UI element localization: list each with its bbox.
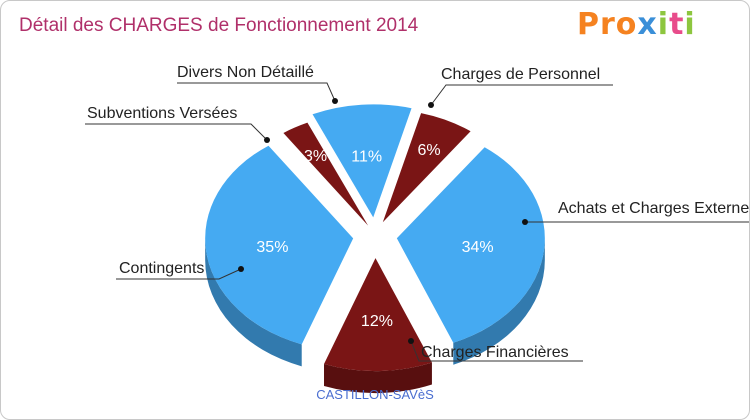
logo-letter: t (669, 7, 685, 42)
pie-slice[interactable] (312, 104, 412, 218)
pie-slice-wall (453, 238, 545, 365)
slice-category-label: Achats et Charges Externes (558, 200, 749, 217)
leader-line (177, 82, 336, 102)
leader-arrow-icon (428, 102, 434, 108)
pie-slice[interactable] (324, 258, 432, 372)
logo-letter: r (600, 7, 616, 42)
slice-category-label: Charges de Personnel (441, 66, 600, 83)
pie-slice-wall (324, 362, 432, 394)
leader-arrow-icon (408, 338, 414, 344)
slice-percent-label: 6% (417, 142, 440, 159)
chart-title: Détail des CHARGES de Fonctionnement 201… (19, 15, 419, 36)
pie-slice-wall (205, 238, 302, 367)
slice-category-label: Contingents (119, 260, 204, 277)
logo-letter: i (684, 7, 696, 42)
slice-percent-label: 35% (256, 239, 288, 256)
leader-line (116, 268, 242, 280)
slice-percent-label: 3% (304, 148, 327, 165)
slice-category-label: Divers Non Détaillé (177, 64, 314, 81)
pie-side-walls (205, 238, 545, 394)
leader-arrow-icon (238, 266, 244, 272)
leader-line (410, 340, 583, 362)
logo-letter: P (577, 7, 600, 42)
slice-percent-label: 11% (351, 148, 382, 165)
logo-letter: o (615, 7, 638, 42)
leader-arrow-icon (264, 137, 270, 143)
slice-percent-label: 12% (361, 313, 393, 330)
slice-percent-label: 34% (462, 239, 494, 256)
logo-letter: x (637, 7, 658, 42)
pie-slice[interactable] (205, 145, 354, 345)
proxiti-logo[interactable]: Proxiti (577, 7, 696, 42)
slice-category-label: Charges Financières (421, 344, 569, 361)
pie-slice[interactable] (382, 113, 471, 223)
chart-subtitle: CASTILLON-SAVèS (316, 387, 434, 402)
pie-slice[interactable] (396, 147, 545, 343)
slice-category-label: Subventions Versées (87, 105, 237, 122)
leader-arrow-icon (522, 219, 528, 225)
leader-line (85, 123, 268, 141)
logo-letter: i (657, 7, 670, 42)
leader-arrow-icon (332, 98, 338, 104)
pie-slice[interactable] (283, 122, 369, 226)
leader-line (430, 84, 613, 106)
